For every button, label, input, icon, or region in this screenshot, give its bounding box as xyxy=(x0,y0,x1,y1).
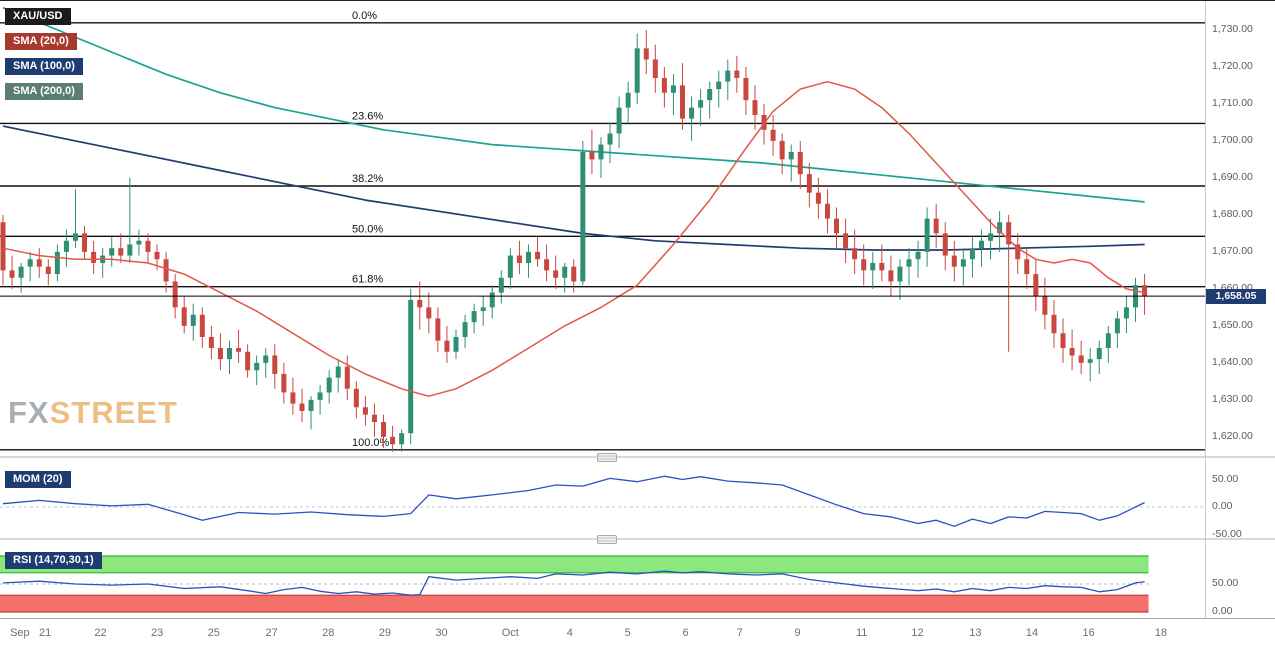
time-tick-label: 4 xyxy=(566,627,573,639)
price-tick-label: 1,680.00 xyxy=(1212,207,1253,220)
price-tick-label: 1,630.00 xyxy=(1212,392,1253,405)
fib-label: 50.0% xyxy=(352,223,383,235)
price-tick-label: 1,700.00 xyxy=(1212,133,1253,146)
price-tick-label: 1,640.00 xyxy=(1212,355,1253,368)
legend-sma20[interactable]: SMA (20,0) xyxy=(5,33,77,50)
time-tick-label: 11 xyxy=(855,627,868,639)
fib-label: 23.6% xyxy=(352,110,383,122)
rsi-oversold-band xyxy=(0,595,1149,612)
main-chart-canvas[interactable]: 0.0% 23.6% 38.2% 50.0% 61.8% 100.0% xyxy=(0,1,1205,456)
fib-label: 0.0% xyxy=(352,10,377,22)
time-tick-label: Sep xyxy=(10,627,30,639)
time-tick-label: 14 xyxy=(1025,627,1039,639)
fib-label: 100.0% xyxy=(352,437,390,449)
time-tick-label: 30 xyxy=(435,627,448,639)
last-price-badge: 1,658.05 xyxy=(1206,289,1266,305)
mom-tick-label: -50.00 xyxy=(1212,527,1242,540)
time-tick-label: 23 xyxy=(151,627,164,639)
legend-rsi[interactable]: RSI (14,70,30,1) xyxy=(5,552,102,569)
sma200-line xyxy=(2,6,1145,203)
time-tick-label: 27 xyxy=(265,627,278,639)
price-tick-label: 1,730.00 xyxy=(1212,22,1253,35)
time-tick-label: 25 xyxy=(207,627,220,639)
time-tick-label: 22 xyxy=(94,627,107,639)
mom-tick-label: 50.00 xyxy=(1212,472,1239,485)
panel-resize-handle[interactable] xyxy=(597,453,617,462)
momentum-panel[interactable]: MOM (20) xyxy=(0,458,1275,538)
sma100-line xyxy=(2,125,1145,251)
legend-sma200[interactable]: SMA (200,0) xyxy=(5,83,83,100)
time-tick-label: 18 xyxy=(1154,627,1168,639)
rsi-line xyxy=(2,570,1145,596)
price-tick-label: 1,720.00 xyxy=(1212,59,1253,72)
time-tick-label: 6 xyxy=(682,627,689,639)
mom-line xyxy=(2,475,1145,527)
rsi-overbought-band xyxy=(0,556,1149,573)
fib-label: 61.8% xyxy=(352,274,383,286)
time-tick-label: 29 xyxy=(378,627,392,639)
price-tick-label: 1,690.00 xyxy=(1212,170,1253,183)
price-tick-label: 1,670.00 xyxy=(1212,244,1253,257)
time-tick-label: 13 xyxy=(969,627,982,639)
time-tick-label: 5 xyxy=(624,627,631,639)
rsi-canvas[interactable] xyxy=(0,540,1205,618)
panel-resize-handle[interactable] xyxy=(597,535,617,544)
price-tick-label: 1,710.00 xyxy=(1212,96,1253,109)
time-tick-label: 7 xyxy=(736,627,743,639)
time-axis[interactable]: Sep 21 22 23 25 27 28 29 30 Oct 4 5 6 7 9 11 12 13 14 16 18 xyxy=(0,618,1275,646)
time-tick-label: 9 xyxy=(794,627,801,639)
fib-levels: 0.0% 23.6% 38.2% 50.0% 61.8% 100.0% xyxy=(0,10,1205,451)
sma20-line xyxy=(2,80,1145,397)
price-tick-label: 1,650.00 xyxy=(1212,318,1253,331)
panel-separator xyxy=(0,538,1275,540)
fib-label: 38.2% xyxy=(352,173,383,185)
price-tick-label: 1,620.00 xyxy=(1212,429,1253,442)
legend-mom[interactable]: MOM (20) xyxy=(5,471,71,488)
axis-divider xyxy=(1205,1,1206,618)
candles xyxy=(0,29,1148,452)
time-tick-label: 16 xyxy=(1082,627,1095,639)
rsi-panel[interactable]: RSI (14,70,30,1) xyxy=(0,540,1275,618)
momentum-canvas[interactable] xyxy=(0,458,1205,538)
legend-sma100[interactable]: SMA (100,0) xyxy=(5,58,83,75)
legend-symbol[interactable]: XAU/USD xyxy=(5,8,71,25)
time-tick-label: 28 xyxy=(322,627,335,639)
mom-tick-label: 0.00 xyxy=(1212,500,1233,512)
panel-separator xyxy=(0,456,1275,458)
time-tick-label: 12 xyxy=(911,627,924,639)
rsi-tick-label: 0.00 xyxy=(1212,605,1233,617)
time-tick-label: Oct xyxy=(501,627,519,639)
rsi-tick-label: 50.00 xyxy=(1212,577,1239,589)
main-price-panel[interactable]: 0.0% 23.6% 38.2% 50.0% 61.8% 100.0% XAU/USD S… xyxy=(0,1,1275,456)
time-tick-label: 21 xyxy=(38,627,52,639)
